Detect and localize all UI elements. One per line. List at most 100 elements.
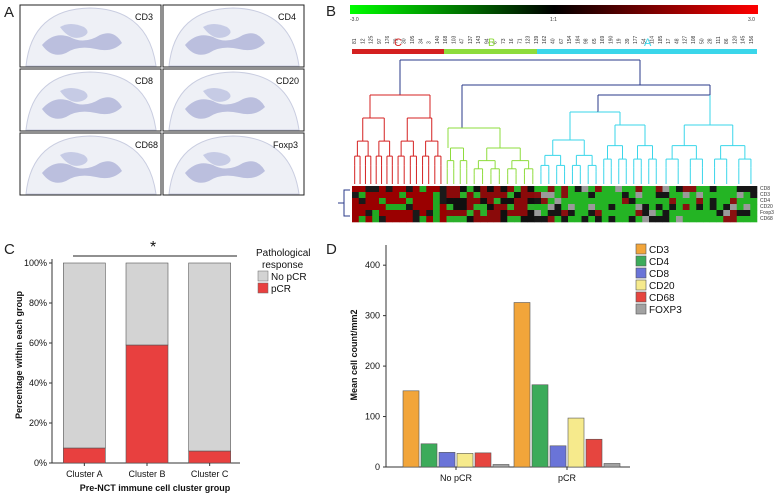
- heatmap-cell: [642, 186, 650, 193]
- heatmap-cell: [406, 210, 414, 217]
- heatmap-cell: [385, 210, 393, 217]
- heatmap-cell: [547, 192, 555, 199]
- heatmap-cell: [480, 210, 488, 217]
- heatmap-cell: [682, 186, 690, 193]
- legend-swatch-cd4: [635, 255, 647, 267]
- heatmap-cell: [365, 192, 373, 199]
- heatmap-cell: [581, 186, 589, 193]
- heatmap-cell: [446, 216, 454, 223]
- heatmap-cell: [520, 216, 528, 223]
- color-scale-bar: [350, 5, 758, 14]
- legend-swatch-cd68: [635, 291, 647, 303]
- heatmap-cell: [622, 186, 630, 193]
- heatmap-cell: [568, 192, 576, 199]
- heatmap-cell: [608, 198, 616, 205]
- heatmap-cell: [460, 186, 468, 193]
- sample-id-label: 86: [724, 38, 730, 44]
- heatmap-cell: [385, 216, 393, 223]
- heatmap-cell: [514, 186, 522, 193]
- heatmap-cell: [696, 204, 704, 211]
- legend-title-line2: response: [262, 260, 304, 271]
- heatmap-cell: [352, 210, 360, 217]
- sample-id-label: 127: [683, 35, 689, 44]
- heatmap-cell: [750, 198, 758, 205]
- heatmap-cell: [379, 210, 387, 217]
- heatmap-cell: [514, 210, 522, 217]
- heatmap-cell: [419, 216, 427, 223]
- sample-id-label: 143: [476, 35, 482, 44]
- heatmap-cell: [426, 186, 434, 193]
- heatmap-cell: [392, 198, 400, 205]
- sample-id-label: 190: [608, 35, 614, 44]
- heatmap-cell: [568, 216, 576, 223]
- heatmap-cell: [358, 186, 366, 193]
- heatmap-cell: [466, 186, 474, 193]
- bar-cd4: [420, 443, 438, 468]
- tissue-region: [185, 97, 265, 119]
- heatmap-cell: [412, 186, 420, 193]
- heatmap-cell: [406, 198, 414, 205]
- heatmap-cell: [527, 216, 535, 223]
- heatmap-cell: [433, 216, 441, 223]
- sample-id-label: 28: [708, 38, 714, 44]
- heatmap-cell: [736, 186, 744, 193]
- heatmap-cell: [581, 210, 589, 217]
- heatmap-cell: [622, 198, 630, 205]
- heatmap-cell: [649, 192, 657, 199]
- sample-id-label: 137: [468, 35, 474, 44]
- heatmap-cell: [392, 192, 400, 199]
- sample-id-label: 162: [542, 35, 548, 44]
- heatmap-cell: [446, 192, 454, 199]
- heatmap-cell: [574, 186, 582, 193]
- heatmap-row-label: CD20: [760, 204, 773, 210]
- heatmap-cell: [561, 198, 569, 205]
- chart-c-xlabel: Pre-NCT immune cell cluster group: [80, 483, 231, 493]
- heatmap-cell: [460, 192, 468, 199]
- sample-id-label: 3: [427, 41, 433, 44]
- y-tick-label: 40%: [29, 378, 47, 388]
- heatmap-cell: [669, 216, 677, 223]
- heatmap-row-label: CD3: [760, 192, 770, 198]
- legend-label-pcr: pCR: [271, 284, 291, 295]
- sample-id-label: 79: [393, 38, 399, 44]
- heatmap-cell: [676, 192, 684, 199]
- tissue-region: [60, 88, 88, 102]
- heatmap-cell: [743, 186, 751, 193]
- heatmap-cell: [541, 204, 549, 211]
- heatmap-cell: [534, 210, 542, 217]
- heatmap-cell: [622, 210, 630, 217]
- heatmap-cell: [635, 186, 643, 193]
- heatmap-cell: [466, 204, 474, 211]
- bar-segment-pcr: [188, 450, 231, 464]
- heatmap-cell: [534, 216, 542, 223]
- chart-d-ylabel: Mean cell count/mm2: [349, 309, 359, 400]
- heatmap-cell: [493, 216, 501, 223]
- bar-cd3: [513, 302, 531, 468]
- heatmap-cell: [615, 204, 623, 211]
- tile-label-cd4: CD4: [278, 12, 296, 22]
- heatmap-cell: [514, 198, 522, 205]
- heatmap-cell: [514, 192, 522, 199]
- heatmap-cell: [716, 204, 724, 211]
- cluster-b-bar: [444, 49, 537, 54]
- heatmap-cell: [669, 192, 677, 199]
- heatmap-cell: [446, 198, 454, 205]
- heatmap-cell: [642, 192, 650, 199]
- heatmap-cell: [574, 204, 582, 211]
- heatmap-cell: [682, 216, 690, 223]
- heatmap-row-label: CD8: [760, 186, 770, 192]
- heatmap-cell: [595, 198, 603, 205]
- heatmap-cell: [649, 186, 657, 193]
- heatmap-cell: [736, 216, 744, 223]
- heatmap-cell: [588, 204, 596, 211]
- heatmap-cell: [601, 192, 609, 199]
- heatmap-cell: [581, 204, 589, 211]
- heatmap-cell: [541, 186, 549, 193]
- heatmap-cell: [547, 204, 555, 211]
- chart-d-ticks: 0 100 200 300 400 No pCR pCR: [365, 260, 577, 483]
- sample-id-label: 114: [650, 36, 656, 44]
- heatmap-cell: [669, 210, 677, 217]
- heatmap-cell: [730, 216, 738, 223]
- legend-swatch-pcr: [257, 282, 269, 294]
- heatmap-cell: [453, 204, 461, 211]
